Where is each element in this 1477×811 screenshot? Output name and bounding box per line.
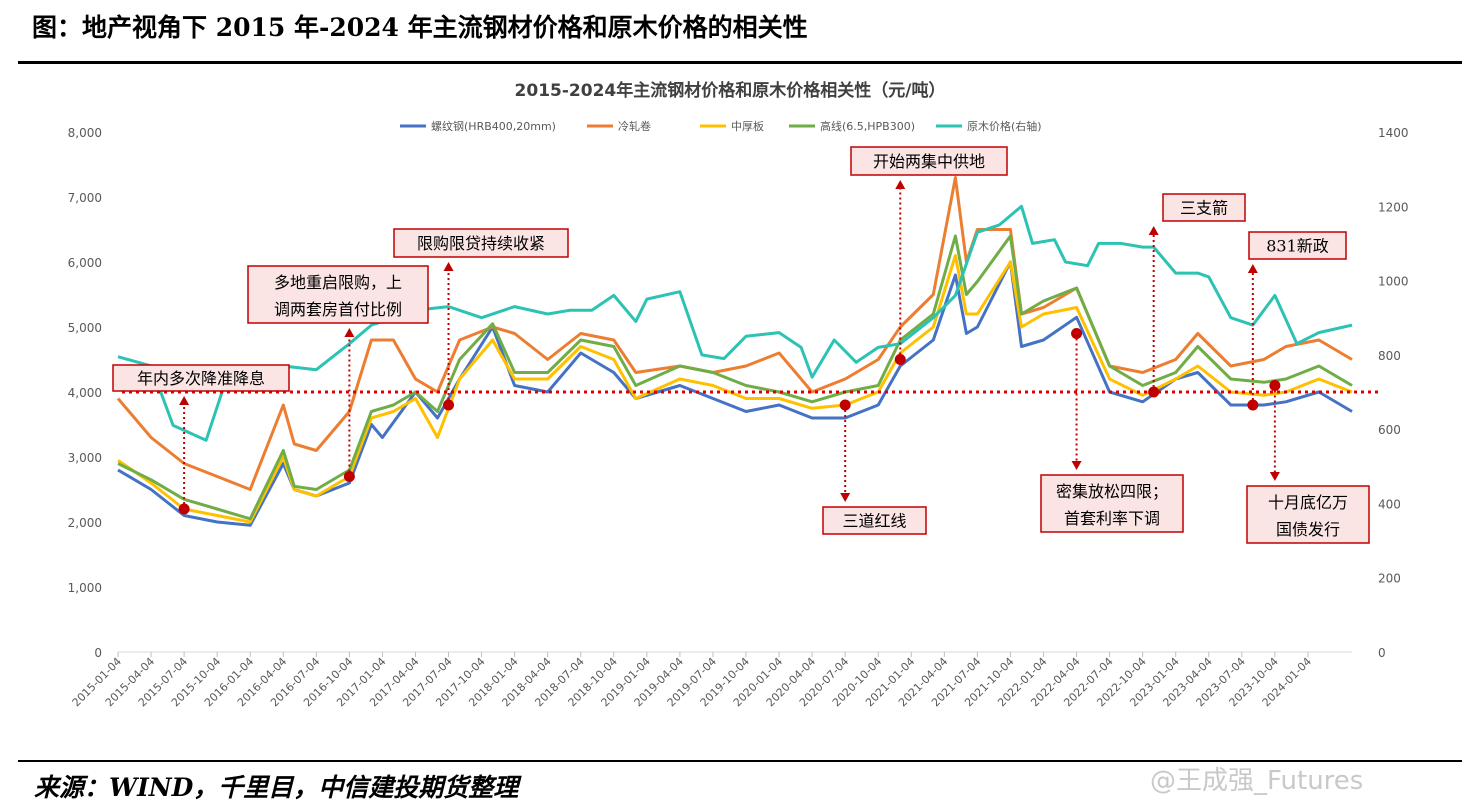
annotation-dot	[1247, 399, 1259, 411]
y-right-tick-label: 200	[1378, 572, 1401, 586]
annotation-dot	[1148, 386, 1160, 398]
annotation-label: 国债发行	[1276, 520, 1340, 539]
annotation-label: 调两套房首付比例	[274, 300, 402, 319]
y-right-tick-label: 0	[1378, 646, 1386, 660]
annotation-dot	[1269, 380, 1281, 391]
legend-label: 中厚板	[731, 119, 764, 133]
legend-label: 原木价格(右轴)	[967, 119, 1042, 133]
annotation-dot	[839, 399, 851, 411]
annotation-label: 十月底亿万	[1268, 493, 1348, 512]
y-right-tick-label: 800	[1378, 349, 1401, 363]
legend: 螺纹钢(HRB400,20mm) 冷轧卷 中厚板 高线(6.5,HPB300) 原木价格…	[400, 119, 1042, 133]
annotation-dot	[178, 503, 190, 515]
annotation-box	[1246, 485, 1370, 544]
series-line	[117, 254, 1353, 524]
figure-title: 图：地产视角下 2015 年-2024 年主流钢材价格和原木价格的相关性	[32, 13, 808, 42]
source-note: 来源：WIND，千里目，中信建投期货整理	[34, 773, 519, 802]
legend-label: 高线(6.5,HPB300)	[820, 119, 915, 133]
annotation-box	[1248, 231, 1347, 260]
y-right-tick-label: 400	[1378, 497, 1401, 511]
annotation-arrow-head	[1148, 226, 1159, 235]
bottom-rule	[18, 760, 1462, 762]
y-left-tick-label: 6,000	[68, 256, 102, 270]
y-right-tick-label: 1000	[1378, 275, 1409, 289]
annotation-box	[850, 146, 1008, 176]
annotation-arrow-head	[443, 262, 454, 271]
y-left-tick-label: 7,000	[68, 191, 102, 205]
y-left-tick-label: 8,000	[68, 126, 102, 140]
legend-label: 螺纹钢(HRB400,20mm)	[431, 119, 556, 133]
y-axis-right: 0 200 400 600 800 1000 1200 1400	[1378, 126, 1409, 660]
annotation-dot	[894, 354, 906, 365]
annotation-arrow-head	[179, 396, 190, 405]
annotation-arrow-head	[1071, 461, 1082, 470]
annotation-box	[1162, 193, 1246, 222]
series-line	[117, 260, 1353, 527]
annotation-label: 首套利率下调	[1064, 509, 1160, 528]
annotation-label: 密集放松四限；	[1056, 482, 1168, 501]
annotation-dot	[343, 471, 355, 482]
annotation-box	[112, 364, 290, 392]
annotation-label: 三道红线	[842, 512, 906, 531]
annotation-box	[1040, 474, 1184, 533]
y-right-tick-label: 1200	[1378, 200, 1409, 214]
annotation-arrow-head	[840, 493, 851, 502]
y-left-tick-label: 5,000	[68, 321, 102, 335]
annotation-box	[822, 506, 927, 535]
y-left-tick-label: 3,000	[68, 451, 102, 465]
top-rule	[18, 61, 1462, 64]
annotation-label: 831新政	[1266, 237, 1329, 256]
annotation-box	[393, 228, 569, 258]
series-line	[116, 176, 1353, 491]
y-left-tick-label: 2,000	[68, 516, 102, 530]
annotation-label: 限购限贷持续收紧	[417, 234, 545, 253]
annotation-arrow-head	[1269, 472, 1280, 481]
annotation-label: 年内多次降准降息	[137, 369, 265, 388]
series-layer	[116, 176, 1353, 527]
watermark: @王成强_Futures	[1150, 766, 1364, 796]
y-axis-left: 0 1,000 2,000 3,000 4,000 5,000 6,000 7,000 8,00…	[68, 126, 102, 660]
annotation-dot	[443, 399, 455, 411]
y-right-tick-label: 600	[1378, 423, 1401, 437]
chart-title: 2015-2024年主流钢材价格和原木价格相关性（元/吨）	[515, 80, 946, 101]
y-left-tick-label: 4,000	[68, 386, 102, 400]
x-axis: 2015-01-042015-04-042015-07-042015-10-04…	[70, 651, 1352, 709]
legend-label: 冷轧卷	[618, 119, 651, 133]
annotation-dot	[1071, 328, 1083, 339]
y-left-tick-label: 0	[94, 646, 102, 660]
series-line	[117, 204, 1353, 442]
annotation-arrow-head	[895, 180, 906, 189]
series-line	[117, 234, 1353, 521]
annotation-label: 开始两集中供地	[873, 152, 985, 171]
annotation-label: 三支箭	[1180, 199, 1228, 218]
annotation-arrow-head	[1247, 264, 1258, 273]
annotation-label: 多地重启限购，上	[274, 273, 402, 292]
y-left-tick-label: 1,000	[68, 581, 102, 595]
annotation-box	[247, 265, 429, 324]
y-right-tick-label: 1400	[1378, 126, 1409, 140]
annotation-arrow-head	[344, 328, 355, 337]
